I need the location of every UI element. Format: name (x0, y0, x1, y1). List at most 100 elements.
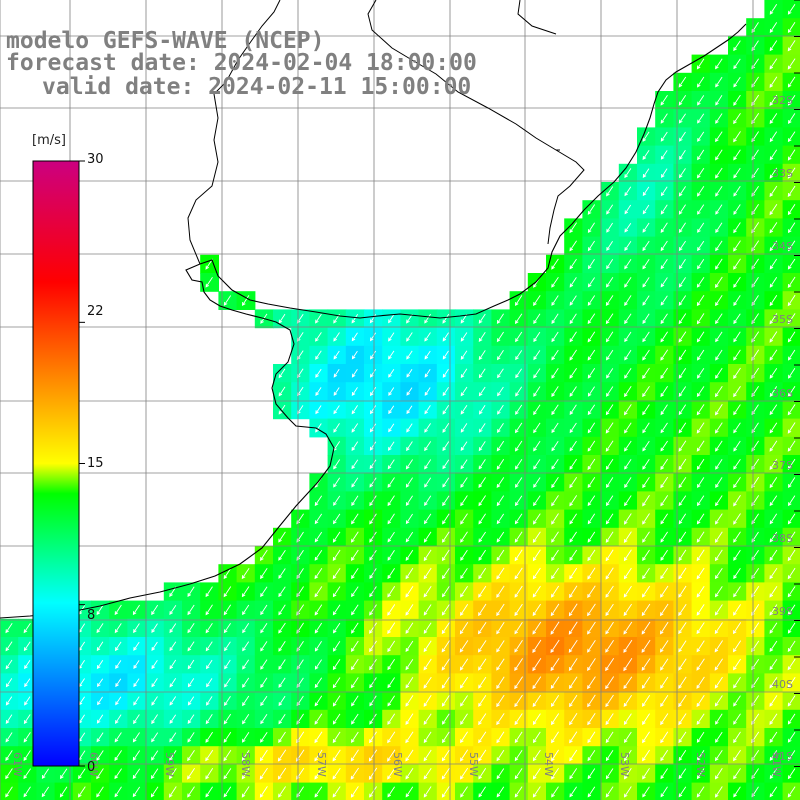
wind-arrow (733, 258, 741, 270)
wind-arrow (405, 658, 414, 671)
wind-arrow (151, 678, 158, 688)
wind-arrow (514, 658, 523, 671)
wind-arrow (514, 567, 523, 580)
wind-arrow (660, 186, 668, 197)
wind-arrow (387, 622, 396, 634)
wind-arrow (769, 422, 778, 434)
wind-arrow (715, 495, 723, 507)
wind-arrow (278, 404, 286, 415)
wind-arrow (678, 131, 686, 142)
wind-arrow (478, 386, 486, 397)
wind-arrow (496, 731, 505, 744)
wind-arrow (369, 350, 377, 360)
wind-arrow (660, 95, 668, 106)
wind-arrow (424, 350, 431, 360)
wind-arrow (387, 586, 396, 598)
wind-arrow (587, 676, 596, 690)
wind-arrow (405, 640, 414, 652)
wind-arrow (24, 678, 31, 688)
wind-arrow (587, 240, 595, 252)
wind-arrow (405, 513, 413, 525)
wind-arrow (459, 749, 469, 762)
wind-arrow (441, 640, 450, 653)
wind-arrow (496, 694, 505, 708)
wind-arrow (168, 786, 177, 798)
wind-arrow (224, 659, 231, 670)
wind-arrow (733, 404, 741, 416)
wind-arrow (5, 623, 13, 634)
wind-arrow (132, 768, 141, 780)
wind-arrow (260, 714, 268, 725)
wind-arrow (187, 659, 195, 670)
wind-arrow (787, 604, 796, 616)
wind-arrow (642, 768, 650, 780)
wind-arrow (241, 586, 250, 598)
wind-arrow (205, 731, 213, 743)
wind-arrow (168, 768, 177, 780)
wind-arrow (733, 786, 741, 798)
wind-arrow (387, 549, 395, 561)
wind-arrow (733, 367, 741, 379)
wind-arrow (605, 531, 614, 543)
wind-arrow (569, 495, 578, 507)
wind-arrow (624, 313, 632, 325)
wind-arrow (441, 586, 450, 598)
wind-arrow (714, 567, 723, 580)
wind-arrow (642, 749, 650, 762)
wind-arrow (551, 276, 559, 288)
wind-arrow (624, 240, 632, 251)
wind-arrow (787, 3, 796, 15)
wind-arrow (278, 368, 286, 379)
wind-arrow (678, 277, 686, 288)
wind-arrow (769, 240, 778, 252)
wind-arrow (496, 513, 505, 525)
wind-arrow (606, 204, 614, 215)
wind-arrow (532, 786, 541, 798)
wind-arrow (696, 513, 705, 525)
wind-arrow (424, 477, 432, 488)
wind-arrow (151, 696, 158, 706)
wind-arrow (514, 422, 523, 434)
wind-arrow (569, 476, 578, 489)
wind-arrow (551, 549, 559, 561)
wind-arrow (223, 604, 232, 616)
wind-arrow (260, 586, 268, 598)
wind-arrow (350, 767, 359, 780)
wind-arrow (678, 513, 687, 525)
wind-arrow (624, 204, 632, 215)
wind-arrow (151, 641, 158, 651)
wind-arrow (714, 422, 723, 434)
wind-arrow (278, 531, 286, 543)
wind-arrow (532, 713, 541, 725)
wind-arrow (350, 786, 359, 798)
wind-arrow (623, 731, 632, 743)
wind-arrow (478, 676, 487, 689)
wind-arrow (605, 639, 614, 653)
wind-arrow (441, 604, 450, 616)
wind-arrow (333, 369, 340, 378)
wind-arrow (351, 477, 359, 488)
wind-arrow (532, 567, 541, 580)
wind-arrow (23, 623, 31, 634)
latitude-label: 35S (772, 313, 793, 326)
wind-arrow (315, 350, 322, 360)
wind-arrow (605, 585, 614, 598)
wind-arrow (532, 749, 541, 762)
wind-arrow (678, 222, 686, 233)
wind-arrow (587, 422, 596, 434)
wind-arrow (733, 167, 741, 179)
wind-arrow (314, 622, 323, 634)
wind-arrow (769, 786, 778, 798)
wind-arrow (405, 531, 414, 543)
wind-arrow (351, 513, 359, 525)
wind-arrow (496, 567, 505, 580)
wind-arrow (587, 713, 596, 726)
wind-arrow (605, 440, 614, 452)
wind-arrow (696, 349, 705, 361)
wind-arrow (133, 660, 140, 669)
wind-arrow (423, 713, 432, 725)
wind-arrow (424, 313, 431, 324)
wind-arrow (678, 95, 687, 106)
wind-arrow (697, 95, 705, 106)
wind-arrow (423, 768, 432, 780)
